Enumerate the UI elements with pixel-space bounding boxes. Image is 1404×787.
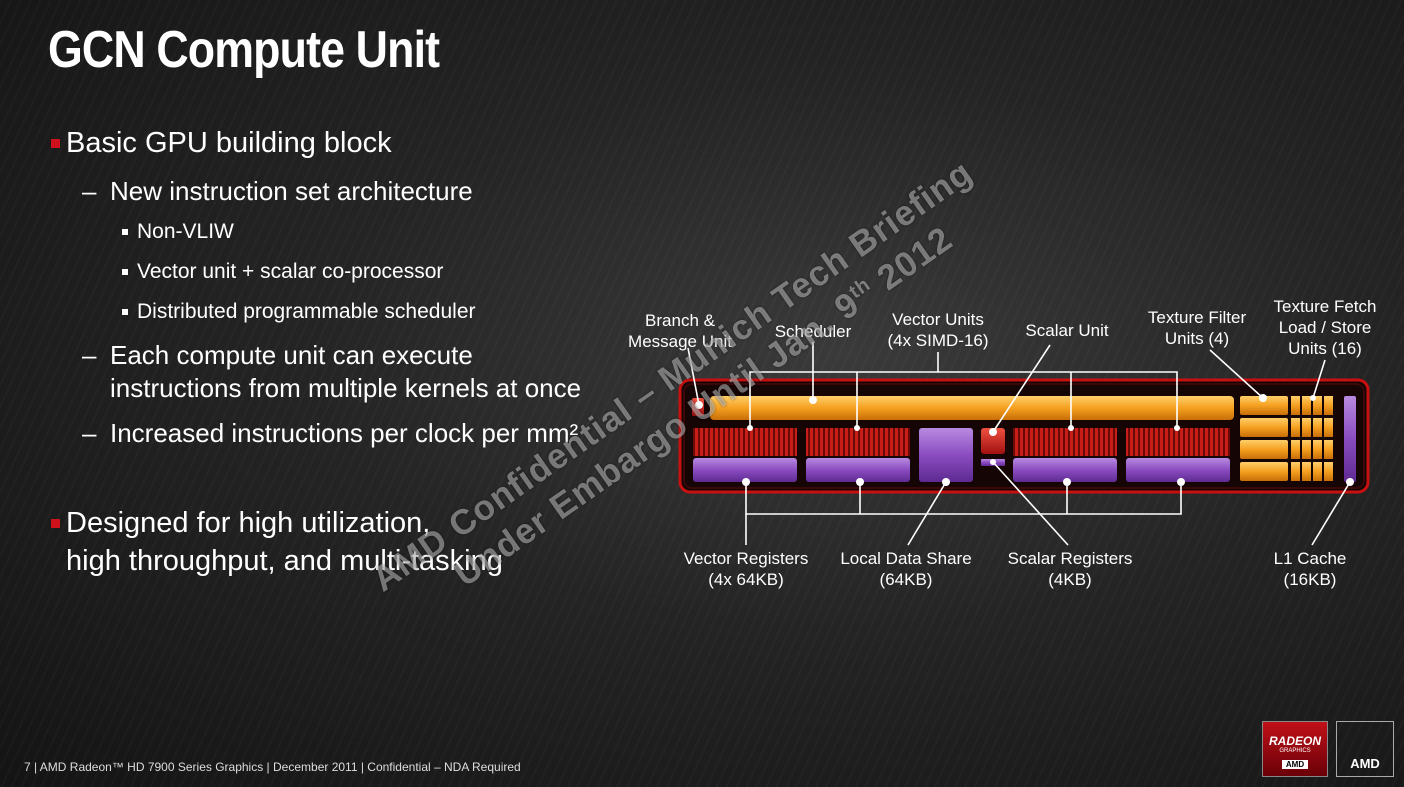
texture-filter-unit: [1240, 462, 1288, 481]
bullet-marker: [122, 229, 128, 235]
label-texture-fetch: Texture Fetch Load / Store Units (16): [1273, 297, 1377, 358]
l1-cache: [1344, 396, 1356, 482]
bullet-level1-cont: high throughput, and multi-tasking: [66, 545, 503, 577]
bullet-level2: Each compute unit can execute: [110, 340, 473, 370]
vector-register: [1013, 458, 1117, 482]
label-scheduler: Scheduler: [774, 322, 852, 341]
bullet-marker: [51, 139, 60, 148]
texture-filter-unit: [1240, 418, 1288, 437]
bullet-level3: Distributed programmable scheduler: [137, 300, 476, 323]
texture-fetch-units: [1291, 396, 1333, 481]
amd-logo: AMD: [1336, 721, 1394, 777]
simd-unit: [693, 428, 797, 456]
vector-register: [1126, 458, 1230, 482]
dash-marker: –: [82, 340, 97, 370]
simd-unit: [806, 428, 910, 456]
scheduler-bar: [710, 396, 1234, 420]
label-l1-cache: L1 Cache (16KB): [1273, 549, 1347, 589]
label-vector-units: Vector Units (4x SIMD-16): [887, 310, 989, 350]
bullet-marker: [122, 269, 128, 275]
label-scalar-unit: Scalar Unit: [1025, 321, 1109, 340]
bullet-level2: Increased instructions per clock per mm²: [110, 418, 579, 448]
texture-filter-unit: [1240, 440, 1288, 459]
vector-register: [693, 458, 797, 482]
bullet-level3: Vector unit + scalar co-processor: [137, 260, 444, 283]
simd-unit: [1126, 428, 1230, 456]
bullet-level1: Basic GPU building block: [66, 127, 392, 159]
dash-marker: –: [82, 176, 97, 206]
label-scalar-registers: Scalar Registers (4KB): [1007, 549, 1133, 589]
texture-filter-unit: [1240, 396, 1288, 415]
label-local-data-share: Local Data Share (64KB): [840, 549, 972, 589]
radeon-graphics-logo: RADEON GRAPHICS AMD: [1262, 721, 1328, 777]
callout-dots: [695, 394, 1354, 486]
label-branch-message: Branch & Message Unit: [628, 311, 732, 351]
bullet-marker: [122, 309, 128, 315]
vector-register: [806, 458, 910, 482]
label-vector-registers: Vector Registers (4x 64KB): [683, 549, 809, 589]
callout-lines: [687, 342, 1351, 546]
bullet-level2: New instruction set architecture: [110, 176, 473, 206]
bullet-level1: Designed for high utilization,: [66, 507, 431, 539]
local-data-share: [919, 428, 973, 482]
label-texture-filter: Texture Filter Units (4): [1147, 308, 1247, 348]
scalar-unit-block: [981, 428, 1005, 454]
bullet-level3: Non-VLIW: [137, 220, 234, 243]
dash-marker: –: [82, 418, 97, 448]
slide-title: GCN Compute Unit: [48, 21, 440, 79]
simd-unit: [1013, 428, 1117, 456]
bullet-level2-cont: instructions from multiple kernels at on…: [110, 373, 582, 403]
bullet-marker: [51, 519, 60, 528]
slide-footer: 7 | AMD Radeon™ HD 7900 Series Graphics …: [24, 760, 521, 774]
